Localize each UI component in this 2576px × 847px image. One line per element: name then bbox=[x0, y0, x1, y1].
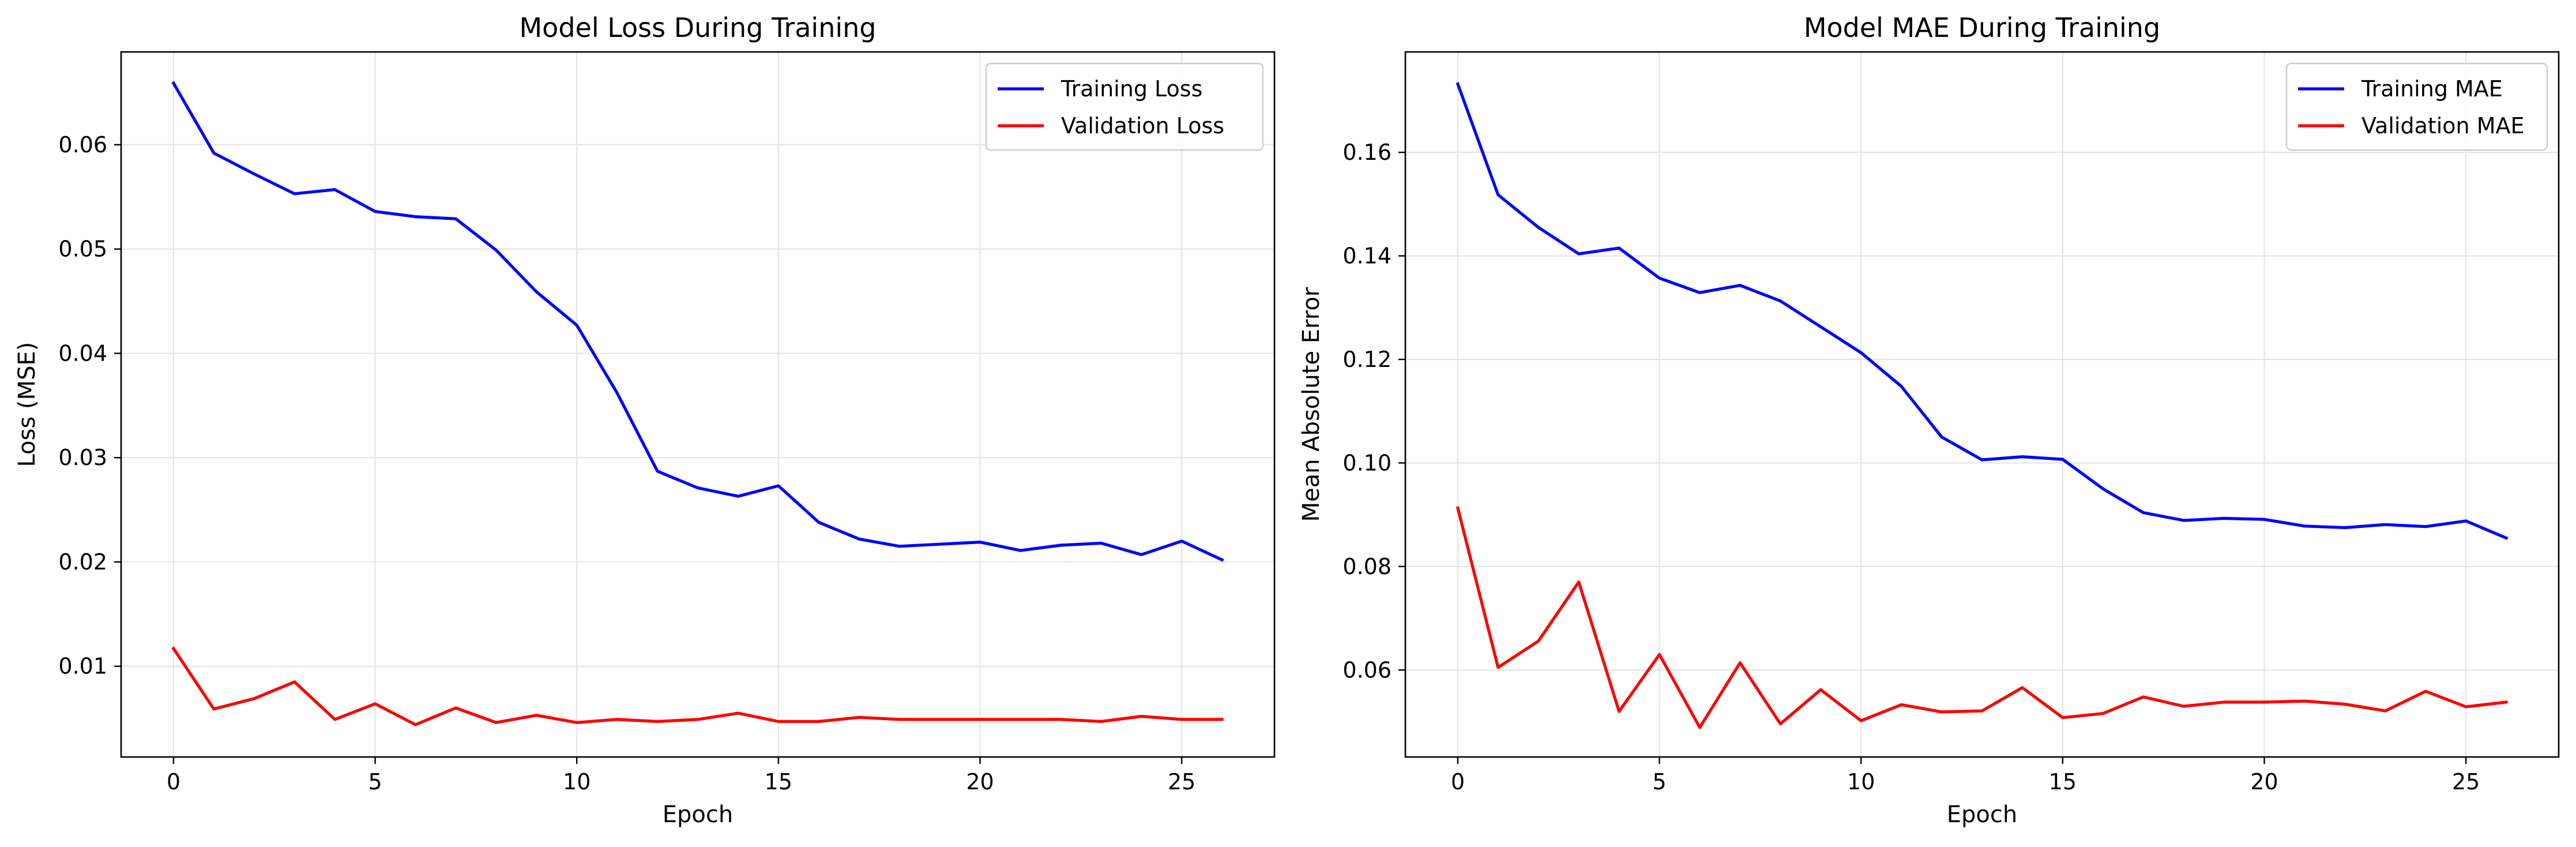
y-axis-label: Mean Absolute Error bbox=[1298, 287, 1325, 522]
legend-label: Training MAE bbox=[2361, 76, 2503, 102]
x-tick-label: 5 bbox=[1652, 769, 1666, 794]
y-tick-label: 0.03 bbox=[58, 445, 107, 470]
loss-chart-panel: 0 5 10 15 20 25 0.01 0.02 0.03 0.04 0.05 0.06 Model … bbox=[14, 12, 1276, 828]
x-tick-label: 10 bbox=[1847, 769, 1875, 794]
y-tick-label: 0.08 bbox=[1342, 554, 1392, 579]
x-tick-label: 0 bbox=[167, 769, 180, 794]
training-mae-line bbox=[1456, 82, 2509, 540]
x-axis-label: Epoch bbox=[1947, 801, 2017, 828]
validation-loss-line bbox=[171, 646, 1224, 726]
legend-label: Training Loss bbox=[1061, 76, 1202, 102]
y-tick-label: 0.06 bbox=[1342, 657, 1392, 683]
x-tick-label: 20 bbox=[2250, 769, 2278, 794]
legend-label: Validation MAE bbox=[2361, 113, 2525, 138]
training-loss-line bbox=[171, 81, 1224, 562]
y-tick-label: 0.14 bbox=[1342, 243, 1392, 269]
legend-label: Validation Loss bbox=[1061, 113, 1224, 138]
validation-mae-line bbox=[1456, 506, 2508, 729]
y-tick-label: 0.02 bbox=[58, 549, 107, 575]
x-tick-label: 5 bbox=[368, 769, 382, 794]
y-tick-label: 0.04 bbox=[58, 340, 107, 366]
x-tick-label: 15 bbox=[765, 769, 792, 794]
y-axis-label: Loss (MSE) bbox=[14, 342, 40, 467]
x-tick-label: 0 bbox=[1451, 769, 1465, 794]
mae-legend: Training MAE Validation MAE bbox=[2285, 62, 2548, 151]
plot-frame bbox=[1404, 51, 2560, 758]
y-tick-label: 0.01 bbox=[58, 654, 107, 679]
x-tick-label: 20 bbox=[966, 769, 994, 794]
y-tick-label: 0.16 bbox=[1342, 140, 1392, 165]
x-tick-label: 25 bbox=[1168, 769, 1195, 794]
y-tick-label: 0.06 bbox=[58, 132, 107, 158]
legend-box bbox=[2285, 62, 2548, 151]
chart-title: Model Loss During Training bbox=[519, 12, 876, 43]
y-tick-label: 0.12 bbox=[1342, 347, 1392, 372]
x-tick-label: 10 bbox=[563, 769, 591, 794]
x-axis-label: Epoch bbox=[663, 801, 733, 828]
y-tick-label: 0.05 bbox=[58, 237, 107, 262]
y-tick-label: 0.10 bbox=[1342, 450, 1392, 475]
x-tick-label: 25 bbox=[2452, 769, 2480, 794]
chart-title: Model MAE During Training bbox=[1804, 12, 2160, 43]
x-tick-label: 15 bbox=[2049, 769, 2077, 794]
legend-box bbox=[985, 62, 1264, 151]
mae-chart-panel: 0 5 10 15 20 25 0.06 0.08 0.10 0.12 0.14 0.16 Model … bbox=[1298, 12, 2560, 828]
plot-frame bbox=[120, 51, 1276, 758]
loss-legend: Training Loss Validation Loss bbox=[985, 62, 1264, 151]
